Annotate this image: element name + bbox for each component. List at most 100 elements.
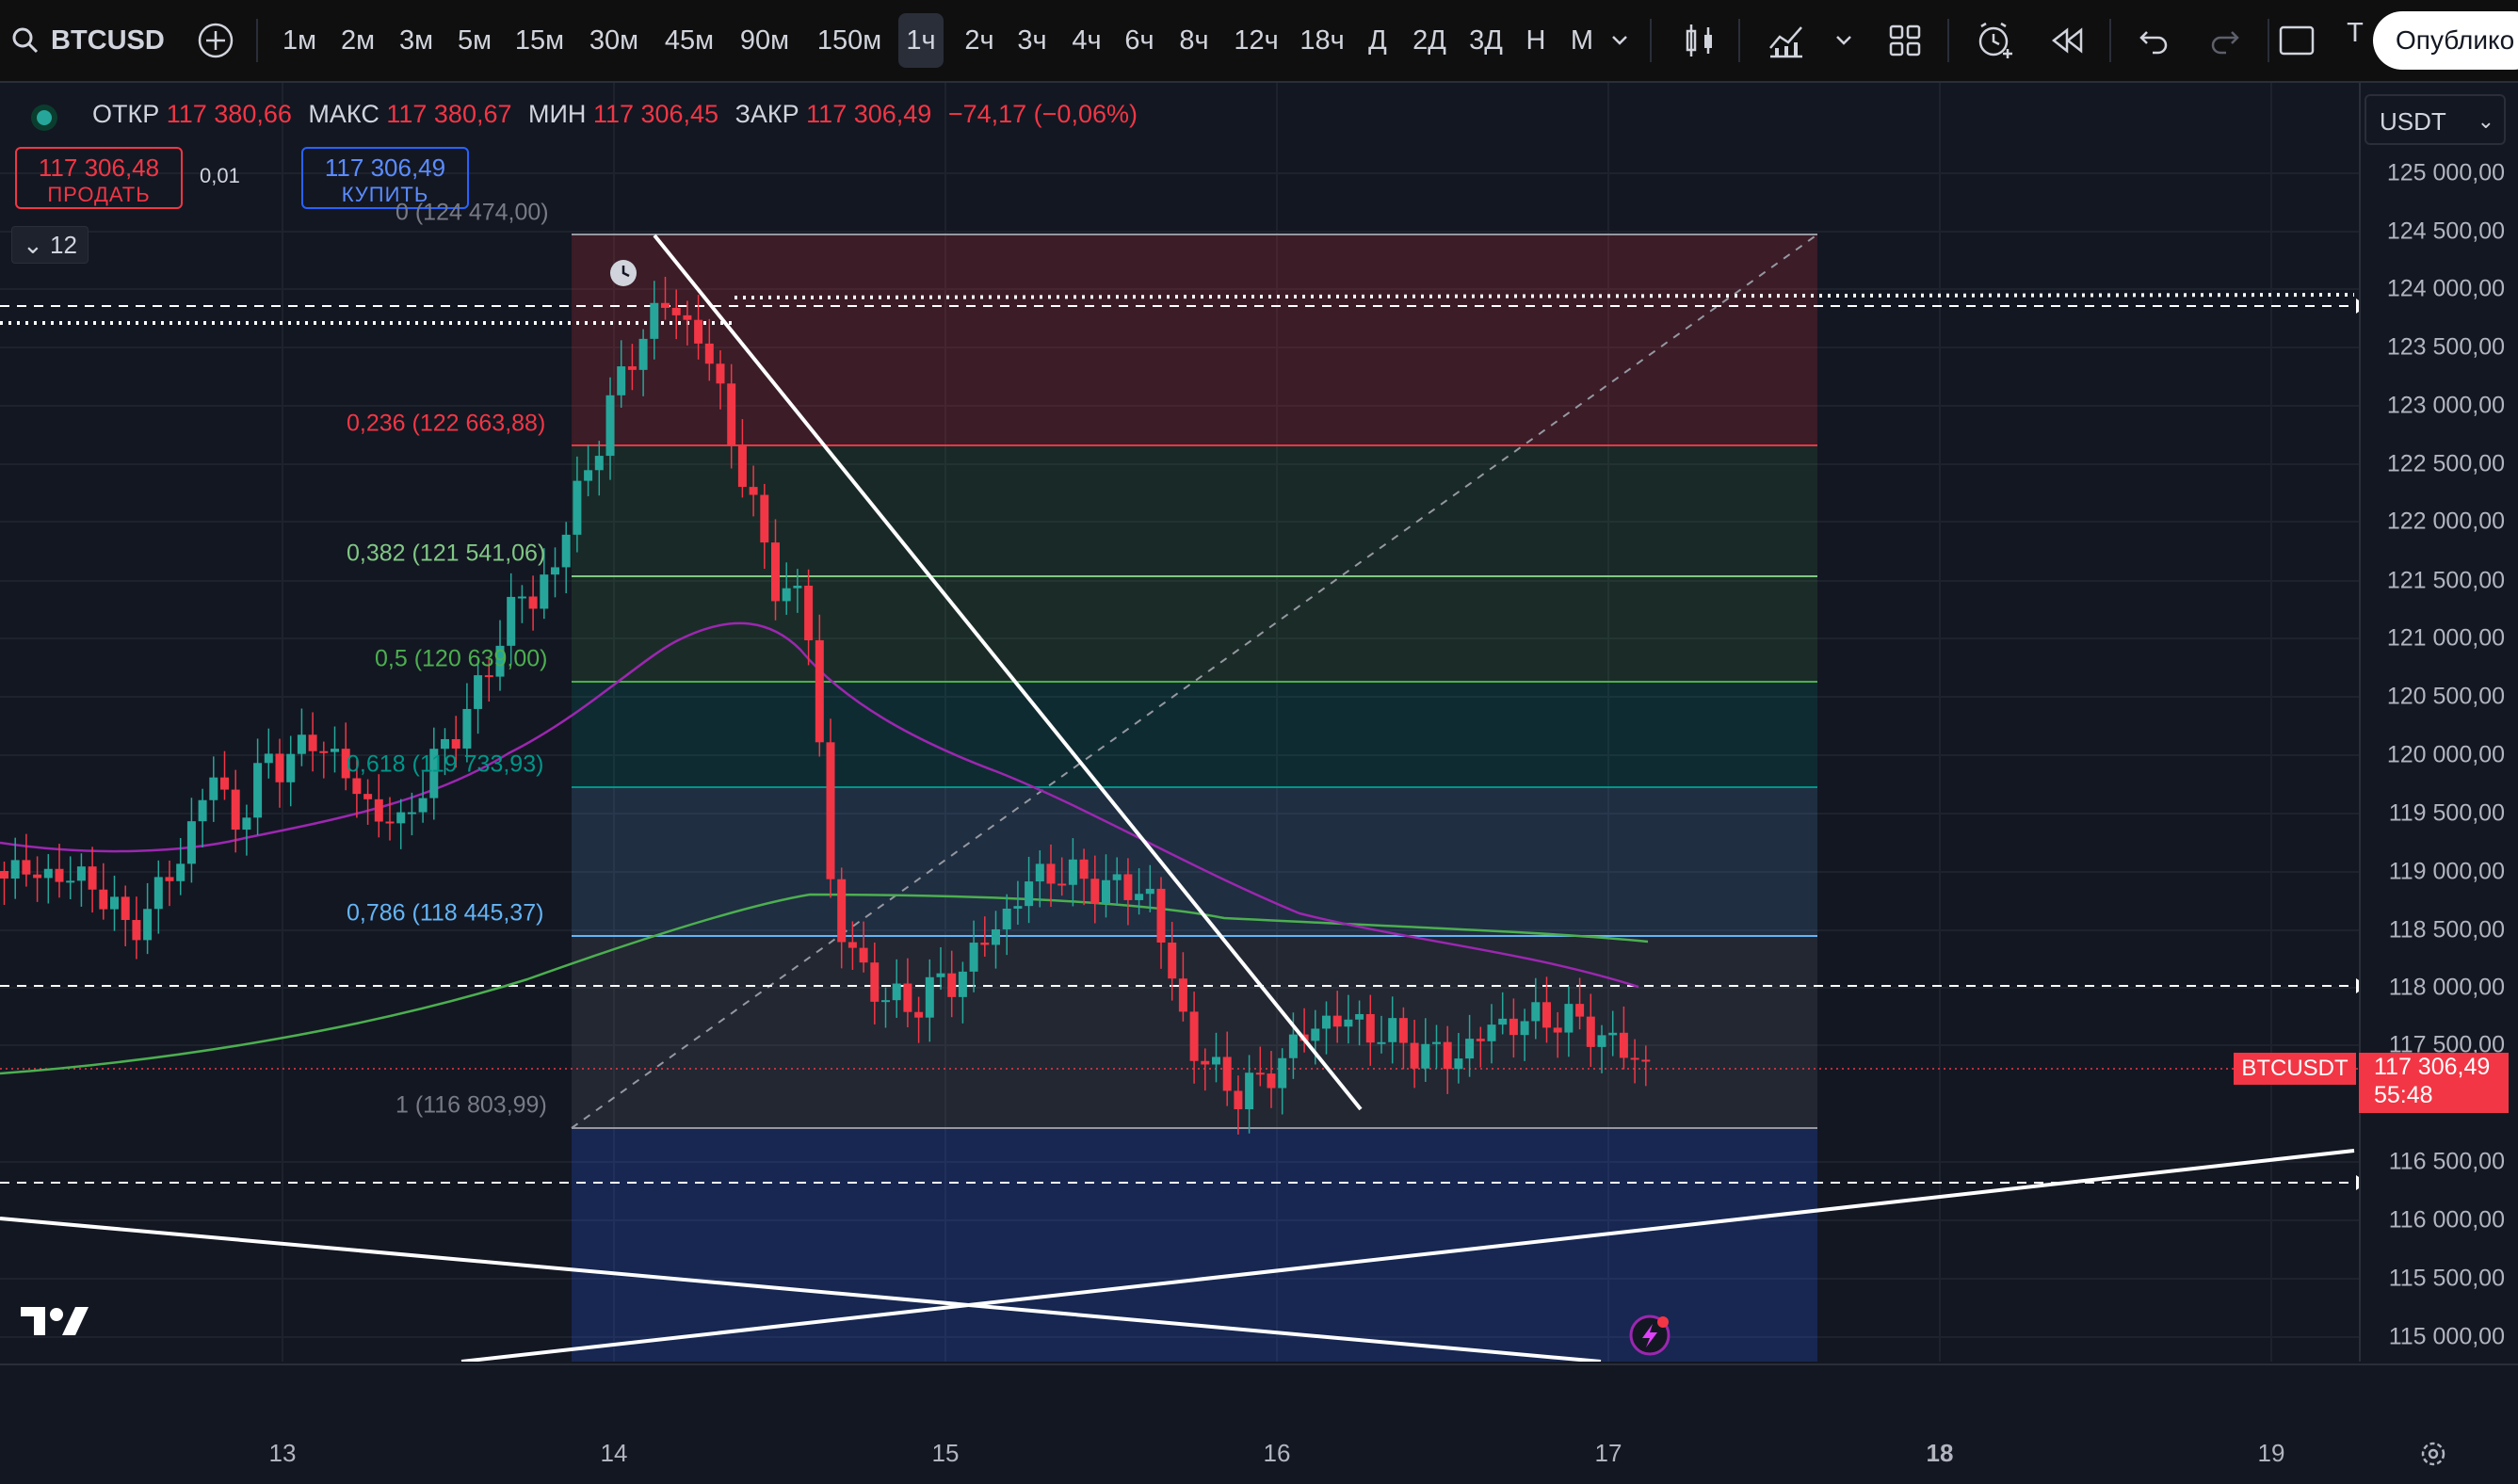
open-label: ОТКР <box>92 100 160 128</box>
candle-body <box>1377 1041 1386 1044</box>
indicators-icon[interactable] <box>1763 17 1810 64</box>
layout-grid-icon[interactable] <box>1881 17 1929 64</box>
candle-body <box>396 812 406 824</box>
candle-body <box>1079 859 1089 879</box>
candle-body <box>76 866 86 881</box>
candle-body <box>331 749 339 752</box>
price-chart[interactable] <box>0 83 2359 1362</box>
replay-icon[interactable] <box>2043 17 2090 64</box>
buy-label: КУПИТЬ <box>341 183 429 206</box>
candle-body <box>992 928 1000 945</box>
candle-body <box>1586 1016 1595 1047</box>
candle-body <box>1509 1018 1518 1036</box>
interval-8[interactable]: 150м <box>816 25 882 56</box>
candle-body <box>462 708 472 749</box>
settings-gear-icon[interactable] <box>2418 1439 2448 1474</box>
high-label: МАКС <box>308 100 379 128</box>
time-axis[interactable] <box>0 1363 2518 1484</box>
interval-6[interactable]: 45м <box>664 25 715 56</box>
interval-21[interactable]: М <box>1570 25 1594 56</box>
chevron-down-icon[interactable] <box>1827 17 1861 64</box>
currency-select[interactable]: USDT ⌄ <box>2365 94 2506 145</box>
candle-body <box>451 738 460 749</box>
candle-body <box>573 480 582 535</box>
candle-body <box>727 383 736 445</box>
candle-body <box>1267 1073 1276 1089</box>
buy-button[interactable]: 117 306,49 КУПИТЬ <box>301 147 469 209</box>
interval-3[interactable]: 5м <box>457 25 492 56</box>
candle-body <box>837 879 847 943</box>
candle-body <box>1365 1013 1375 1043</box>
add-symbol-icon[interactable] <box>192 17 239 64</box>
truncated-label: Т <box>2347 18 2364 48</box>
candle-body <box>1090 879 1100 905</box>
candle-body <box>231 789 240 831</box>
price-tick: 120 500,00 <box>2386 683 2505 710</box>
spread-value: 0,01 <box>200 164 240 187</box>
candle-body <box>253 763 263 818</box>
interval-16[interactable]: 18ч <box>1299 25 1345 56</box>
candle-body <box>1068 859 1077 885</box>
alert-clock-icon[interactable] <box>1972 17 2019 64</box>
candle-body <box>627 366 637 370</box>
symbol-search[interactable]: BTCUSD <box>51 25 165 56</box>
price-tick: 115 000,00 <box>2388 1323 2505 1350</box>
candle-body <box>1564 1004 1574 1033</box>
publish-button[interactable]: Опублико <box>2373 11 2518 70</box>
candle-body <box>1178 978 1187 1012</box>
candle-body <box>903 983 912 1012</box>
interval-19[interactable]: 3Д <box>1469 25 1503 56</box>
candle-body <box>132 920 141 941</box>
interval-5[interactable]: 30м <box>589 25 639 56</box>
candle-body <box>308 734 317 751</box>
fullscreen-icon[interactable] <box>2273 17 2320 64</box>
interval-14[interactable]: 8ч <box>1179 25 1209 56</box>
redo-icon[interactable] <box>2202 17 2249 64</box>
candle-body <box>594 456 604 471</box>
undo-icon[interactable] <box>2130 17 2177 64</box>
interval-7[interactable]: 90м <box>739 25 790 56</box>
interval-9[interactable]: 1ч <box>898 13 944 68</box>
interval-1[interactable]: 2м <box>340 25 376 56</box>
interval-13[interactable]: 6ч <box>1124 25 1154 56</box>
last-price-value: 117 306,49 <box>2374 1054 2491 1080</box>
interval-0[interactable]: 1м <box>282 25 317 56</box>
candle-body <box>22 860 31 875</box>
price-axis[interactable] <box>2359 83 2518 1362</box>
candle-body <box>1035 863 1044 882</box>
chevron-down-icon[interactable] <box>1601 17 1638 64</box>
interval-10[interactable]: 2ч <box>964 25 994 56</box>
candle-body <box>474 675 483 709</box>
last-price-badge: 117 306,49 55:48 <box>2359 1053 2509 1113</box>
search-icon[interactable] <box>2 17 49 64</box>
candle-body <box>1245 1073 1254 1110</box>
interval-18[interactable]: 2Д <box>1412 25 1446 56</box>
candle-body <box>1608 1032 1618 1036</box>
indicators-collapse-button[interactable]: ⌄ 12 <box>11 226 89 264</box>
candle-body <box>694 319 703 344</box>
candle-body <box>341 749 350 779</box>
candle-body <box>43 868 53 879</box>
candle-body <box>66 880 75 883</box>
price-tick: 124 000,00 <box>2386 275 2505 302</box>
interval-4[interactable]: 15м <box>514 25 565 56</box>
interval-2[interactable]: 3м <box>398 25 434 56</box>
candle-body <box>1046 863 1056 884</box>
fib-retracement-zones <box>571 234 1818 1362</box>
candle-body <box>1487 1024 1496 1041</box>
interval-15[interactable]: 12ч <box>1234 25 1279 56</box>
candles-icon[interactable] <box>1676 17 1723 64</box>
sell-button[interactable]: 117 306,48 ПРОДАТЬ <box>15 147 183 209</box>
price-tick: 118 000,00 <box>2388 974 2505 1001</box>
interval-12[interactable]: 4ч <box>1072 25 1102 56</box>
interval-11[interactable]: 3ч <box>1017 25 1047 56</box>
chevron-down-icon: ⌄ <box>23 231 43 259</box>
candle-body <box>209 777 218 800</box>
candle-body <box>881 1000 890 1003</box>
candle-body <box>1443 1041 1452 1070</box>
interval-20[interactable]: Н <box>1525 25 1546 56</box>
candle-body <box>186 821 196 864</box>
interval-17[interactable]: Д <box>1368 25 1387 56</box>
candle-body <box>1344 1019 1353 1027</box>
candle-body <box>1025 881 1034 907</box>
